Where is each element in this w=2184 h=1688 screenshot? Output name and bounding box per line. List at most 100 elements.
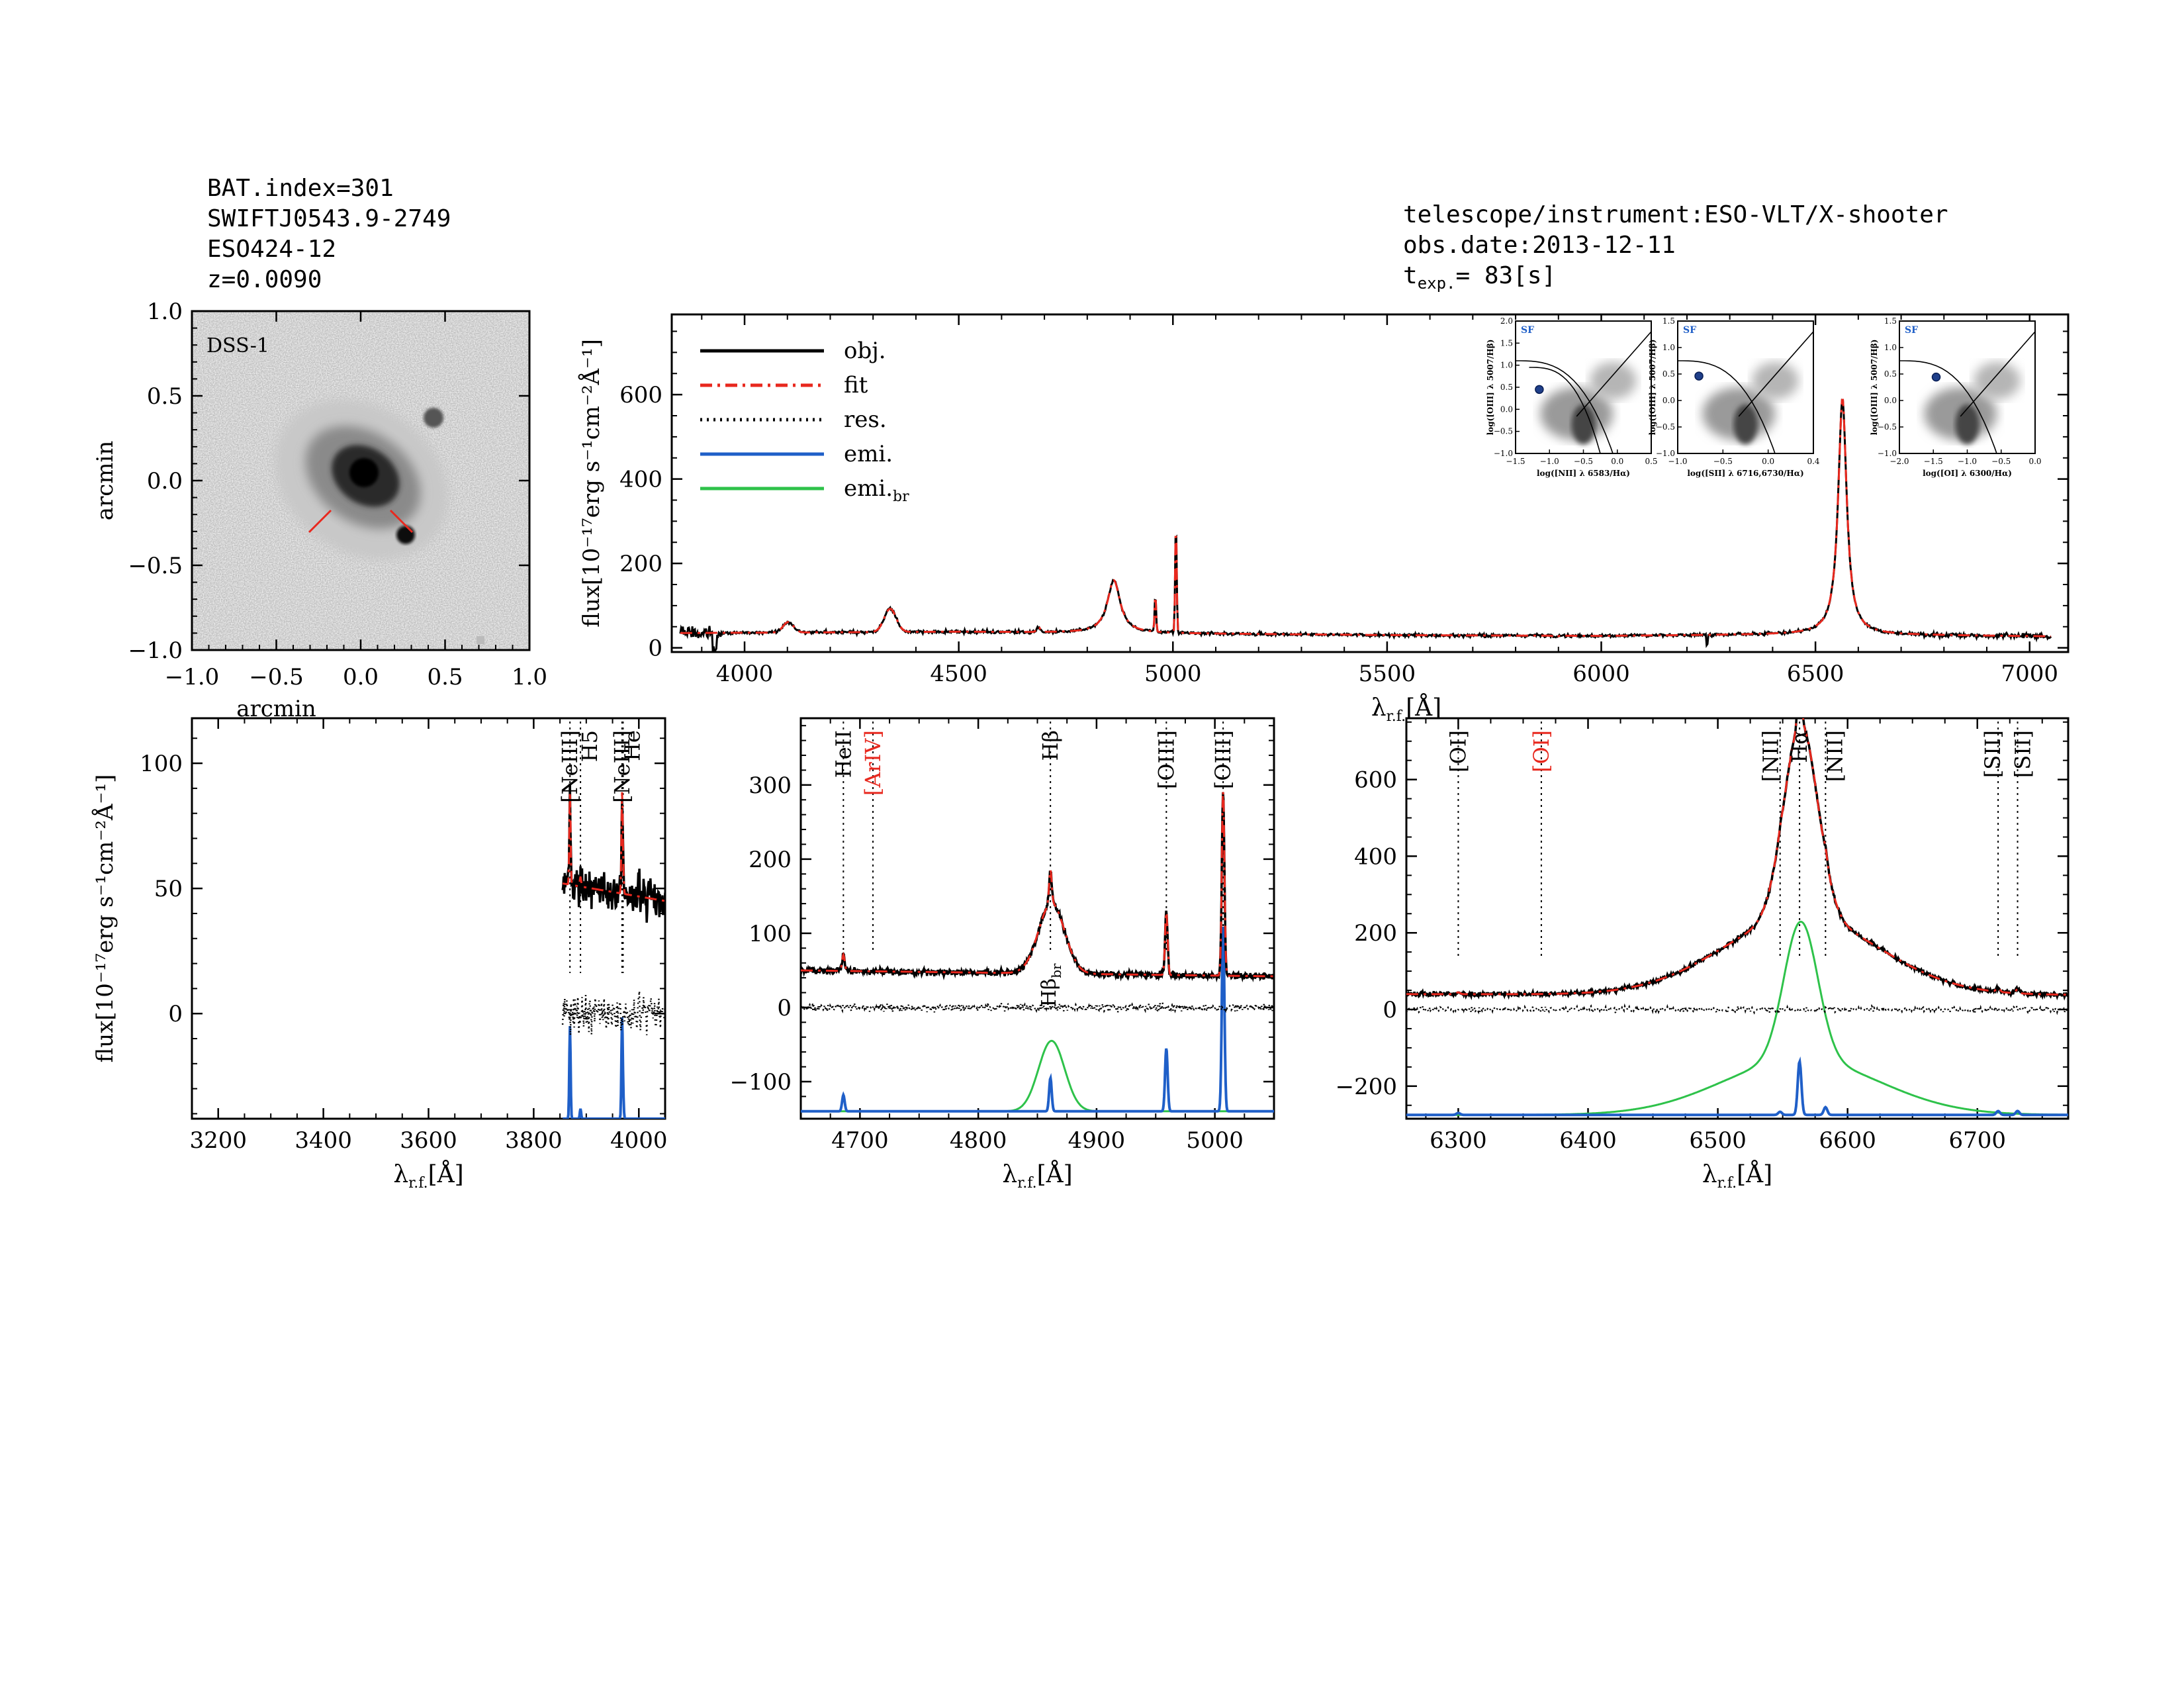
density-core — [1571, 404, 1596, 444]
lambda-unit: [Å] — [1737, 1160, 1772, 1188]
series-emi — [1406, 1056, 2068, 1117]
density-agn — [1752, 362, 1799, 399]
y-tick-label: 0.5 — [147, 383, 183, 410]
source-point — [1535, 385, 1544, 395]
series-res — [561, 990, 665, 1035]
bpt-y-label: log([OIII] λ 5007/Hβ) — [1870, 340, 1879, 436]
survey-label: DSS-1 — [206, 334, 269, 357]
x-tick-label: 5000 — [1186, 1127, 1244, 1154]
y-tick-label: 0 — [1383, 997, 1397, 1023]
y-tick-label: 0.0 — [147, 468, 183, 494]
annotation-sub: br — [1048, 963, 1064, 978]
y-tick-label: 400 — [1354, 843, 1397, 870]
galaxy-name: ESO424-12 — [207, 236, 337, 263]
bpt-x-tick-label: −1.5 — [1924, 457, 1943, 466]
series-emi-br — [801, 1039, 1274, 1113]
series-fit — [680, 399, 2052, 639]
x-tick-label: 4000 — [716, 661, 774, 687]
legend-label-fit: fit — [844, 372, 868, 399]
zoom-halpha-panel: 6300 6400 6500 6600 6700−2000200400600λr.f.[… — [1336, 717, 2070, 1192]
position-marker — [389, 509, 414, 534]
bpt-y-tick-label: 0.0 — [1884, 396, 1897, 405]
demarcation-curve — [1516, 360, 1614, 453]
bpt-x-tick-label: 0.0 — [2028, 457, 2041, 466]
seyfert-liner-line — [1576, 331, 1651, 417]
line-label: [NII] — [1758, 730, 1784, 782]
legend-label-obj: obj. — [844, 338, 886, 364]
x-tick-label: 6600 — [1819, 1127, 1876, 1154]
axes-frame — [1405, 717, 2070, 1120]
x-tick-label: 1.0 — [512, 664, 547, 690]
broad-line-annotation: Hβbr — [1038, 963, 1064, 1007]
y-tick-label: 200 — [619, 551, 662, 577]
line-label: [SII] — [2011, 730, 2036, 778]
x-tick-label: 3200 — [189, 1127, 247, 1154]
bpt-x-tick-label: −1.0 — [1958, 457, 1977, 466]
x-axis-label: λr.f.[Å] — [1371, 694, 1441, 725]
legend-sub: br — [893, 489, 909, 505]
line-label: Hβ — [1038, 730, 1063, 761]
exposure-time: texp.= 83[s] — [1403, 261, 1948, 299]
zoom-hbeta-panel: 4700 4800 4900 5000 −100 0 100 200 300 λr.f.[Å] He… — [730, 717, 1275, 1192]
bpt-diagrams: SF−1.5 −1.0 −0.5 0.0 0.5−1.0−0.50.00.51.01.5… — [1486, 316, 2042, 478]
texp-sub: exp. — [1417, 274, 1456, 293]
x-tick-label: 6500 — [1787, 661, 1844, 687]
seyfert-liner-line — [1738, 331, 1813, 417]
redshift: z=0.0090 — [207, 266, 322, 293]
bpt-x-label: log([SII] λ 6716,6730/Hα) — [1687, 469, 1803, 478]
y-tick-label: −0.5 — [128, 553, 183, 579]
lambda-symbol: λ — [1002, 1161, 1017, 1188]
plot-area — [1406, 718, 2068, 1117]
bpt-y-tick-label: 0.5 — [1662, 369, 1675, 379]
y-axis-label: arcmin — [92, 441, 118, 521]
legend-text: fit — [844, 372, 868, 399]
demarcation-curve — [1899, 360, 1997, 453]
x-tick-label: 4700 — [831, 1127, 889, 1154]
lambda-unit: [Å] — [1037, 1160, 1073, 1188]
bat-index: BAT.index=301 — [207, 175, 394, 202]
x-tick-label: 6700 — [1948, 1127, 2006, 1154]
telescope-instrument: telescope/instrument:ESO-VLT/X-shooter — [1403, 201, 1948, 228]
y-tick-label: −200 — [1336, 1074, 1397, 1100]
legend-text: res. — [844, 406, 887, 433]
bpt-y-tick-label: −1.0 — [1494, 449, 1513, 458]
legend-text: obj. — [844, 338, 886, 364]
line-label: [OI] — [1445, 730, 1471, 773]
y-tick-label: 100 — [140, 751, 183, 777]
y-tick-label: 600 — [1354, 767, 1397, 794]
bpt-y-tick-label: −0.5 — [1656, 422, 1675, 432]
bpt-y-tick-label: −0.5 — [1494, 427, 1513, 436]
series-res — [801, 1001, 1274, 1014]
bpt-panel: SF −1.0 −0.5 0.0 0.4 −1.0 −0.5 0.0 0.5 1.0 1.5 log(… — [1648, 316, 1820, 478]
x-tick-label: 4800 — [950, 1127, 1007, 1154]
texp-value: = 83[s] — [1455, 262, 1557, 289]
y-axis-label: flux[10⁻¹⁷erg s⁻¹cm⁻²Å⁻¹] — [91, 774, 118, 1063]
legend-label-emi: emi. — [844, 441, 893, 467]
bpt-y-tick-label: −1.0 — [1878, 449, 1897, 458]
bpt-area — [1516, 331, 1651, 453]
demarcation-curve — [1678, 360, 1776, 453]
bpt-y-tick-label: 1.0 — [1884, 343, 1897, 352]
bpt-y-tick-label: 0.0 — [1500, 404, 1513, 414]
line-label: [NeIII] — [610, 730, 635, 803]
bpt-y-tick-label: 1.0 — [1500, 361, 1513, 370]
bpt-y-tick-label: 1.5 — [1884, 316, 1897, 326]
field-star — [477, 636, 484, 644]
bpt-tag: SF — [1683, 325, 1696, 336]
legend-text: emi. — [844, 441, 893, 467]
bpt-x-tick-label: −0.5 — [1991, 457, 2011, 466]
bpt-y-label: log([OIII] λ 5007/Hβ) — [1486, 340, 1495, 436]
density-agn — [1974, 362, 2021, 399]
plot-area — [561, 722, 665, 1119]
lambda-sub: r.f. — [1017, 1175, 1036, 1192]
y-tick-label: 100 — [749, 921, 792, 947]
y-axis-label: flux[10⁻¹⁷erg s⁻¹cm⁻²Å⁻¹] — [578, 339, 605, 628]
axes-frame — [670, 313, 2070, 653]
bpt-area — [1899, 331, 2035, 453]
bpt-y-label: log([OIII] λ 5007/Hβ) — [1648, 340, 1657, 436]
axes-frame — [191, 717, 666, 1120]
series-emi — [563, 1017, 665, 1119]
bpt-x-tick-label: −1.5 — [1506, 457, 1525, 466]
line-label: [OIII] — [1154, 730, 1179, 789]
